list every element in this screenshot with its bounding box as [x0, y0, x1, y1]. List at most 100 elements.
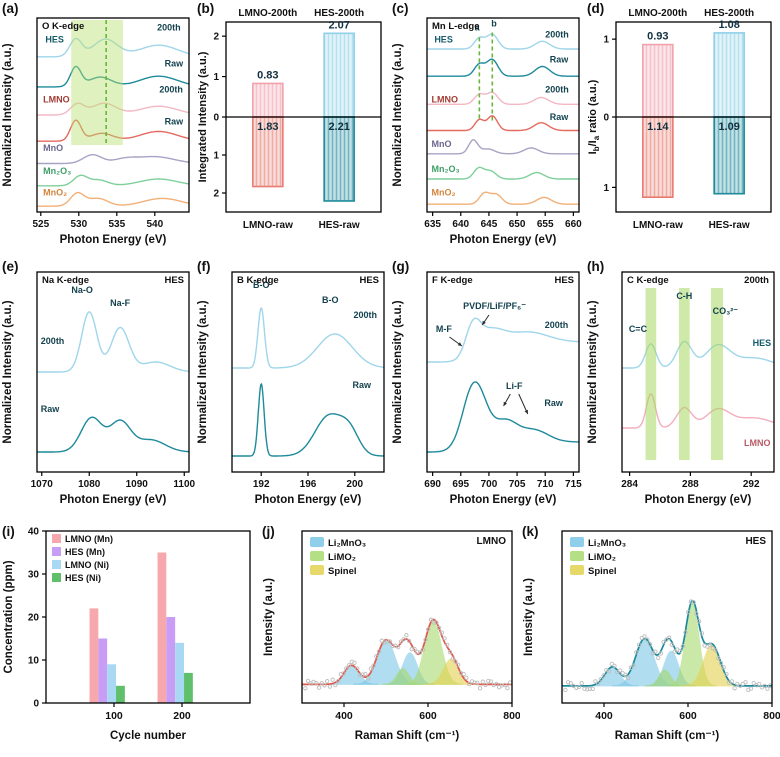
- data-point: [371, 663, 376, 668]
- data-point: [319, 680, 324, 686]
- curve-label: 200th: [545, 29, 569, 39]
- data-point: [718, 660, 724, 666]
- curve-label: MnO₂: [432, 188, 456, 198]
- data-point: [352, 660, 357, 665]
- data-point: [601, 673, 606, 678]
- data-point: [582, 686, 587, 691]
- panel-tag: (j): [262, 524, 275, 539]
- data-point: [716, 655, 721, 661]
- x-axis-label: Photon Energy (eV): [450, 494, 557, 506]
- x-tick-label: 600: [419, 710, 437, 722]
- legend-label: Spinel: [588, 566, 617, 577]
- data-point: [729, 679, 735, 684]
- panel-tag: (k): [522, 524, 539, 539]
- axes-frame: [36, 17, 190, 213]
- column-title: LMNO-200th: [628, 8, 687, 19]
- data-point: [653, 649, 658, 654]
- y-tick-label: 30: [28, 570, 40, 581]
- legend-label: LiMO₂: [328, 552, 356, 563]
- data-point: [322, 683, 327, 688]
- data-point: [617, 668, 623, 673]
- panel-tag: (a): [2, 1, 19, 16]
- row-2: 200th Raw Na-O Na-F 1070 1080 1090 1100 Photon E…: [0, 258, 780, 523]
- x-tick-label: 650: [509, 219, 526, 230]
- data-point: [571, 683, 576, 689]
- data-point: [368, 666, 374, 671]
- data-point: [765, 686, 770, 691]
- curve-MnO: [427, 139, 579, 155]
- legend-label: HES (Mn): [65, 547, 105, 557]
- y-tick-label: 2: [213, 189, 219, 200]
- data-point: [472, 680, 477, 685]
- bar-value-label: 1.08: [718, 19, 739, 31]
- x-axis-label: Raman Shift (cm⁻¹): [355, 730, 460, 742]
- curve-label: Li-F: [506, 381, 523, 391]
- data-point: [710, 646, 715, 651]
- x-axis-label: Cycle number: [110, 730, 187, 742]
- arrow-head: [524, 409, 528, 414]
- data-point: [316, 685, 322, 690]
- curve-label: Raw: [544, 398, 564, 408]
- data-point: [664, 637, 669, 642]
- data-point: [363, 671, 368, 677]
- curve-LMNO: [622, 393, 775, 429]
- data-point: [314, 681, 319, 686]
- x-tick-label: 530: [70, 219, 87, 230]
- bar-HES (Mn): [98, 638, 108, 703]
- curve-MnO2: [37, 191, 190, 207]
- y-axis-label: Normalized Intensity (a.u.): [197, 300, 209, 443]
- y-tick-label: 0: [213, 113, 219, 124]
- legend-label: HES (Ni): [65, 573, 101, 583]
- tspan: a: [592, 135, 601, 140]
- bar-HES (Ni): [184, 672, 193, 703]
- panel-title: C K-edge: [627, 275, 669, 286]
- data-point: [406, 638, 412, 644]
- panel-i-concentration-bars: 0 10 20 30 40 100 200 LMNO (Mn) HES (Mn) LMNO (Ni…: [2, 524, 251, 742]
- data-point: [341, 671, 346, 676]
- panel-tag: (d): [587, 1, 604, 16]
- data-point: [658, 651, 664, 656]
- data-point: [357, 672, 363, 678]
- curve-label: 200th: [545, 85, 569, 95]
- bar: [642, 43, 674, 118]
- data-point: [480, 679, 485, 684]
- data-point: [330, 677, 335, 682]
- curve-200th: [427, 317, 579, 363]
- curve-label: M-F: [436, 324, 452, 334]
- panel-k-raman-hes: 400 600 800 Raman Shift (cm⁻¹) Intensity (a.…: [522, 524, 780, 742]
- curve-label: b: [491, 19, 497, 29]
- y-axis-label: Normalized Intensity (a.u.): [392, 300, 404, 443]
- x-tick-label: 695: [452, 479, 469, 490]
- data-point: [699, 631, 705, 636]
- x-tick-label: 635: [424, 219, 441, 230]
- data-point: [431, 620, 436, 625]
- data-point: [303, 686, 308, 691]
- panel-h-c-k-edge-spectra: C=C C-H CO₃²⁻ HES LMNO 284 288 292 Photon Energy…: [587, 259, 775, 506]
- data-point: [325, 679, 330, 684]
- legend-swatch: [52, 547, 61, 556]
- curve-LMNO-200th: [37, 102, 190, 116]
- data-point: [445, 642, 450, 648]
- data-point: [417, 650, 423, 655]
- x-tick-label: 645: [481, 219, 498, 230]
- legend-swatch: [52, 573, 61, 582]
- column-title: LMNO-200th: [238, 8, 297, 19]
- bar-LMNO (Mn): [157, 552, 167, 703]
- x-axis-label: Photon Energy (eV): [60, 494, 167, 506]
- bar: [323, 116, 355, 202]
- curve-label: MnO: [432, 139, 452, 149]
- data-point: [647, 642, 653, 647]
- bar-value-label: 1.14: [647, 121, 669, 133]
- y-axis-label: Normalized Intensity (a.u.): [2, 43, 14, 186]
- axes-frame: [301, 530, 513, 704]
- legend-label: LMNO (Mn): [65, 534, 113, 544]
- data-point: [453, 659, 458, 664]
- tspan: b: [592, 146, 601, 151]
- x-tick-label: 1080: [78, 479, 101, 490]
- curve-200th: [37, 311, 189, 373]
- x-tick-label: 800: [763, 710, 780, 722]
- legend-label: Spinel: [328, 566, 357, 577]
- category-label: HES-raw: [709, 220, 750, 231]
- x-tick-label: 655: [537, 219, 554, 230]
- data-point: [420, 647, 425, 652]
